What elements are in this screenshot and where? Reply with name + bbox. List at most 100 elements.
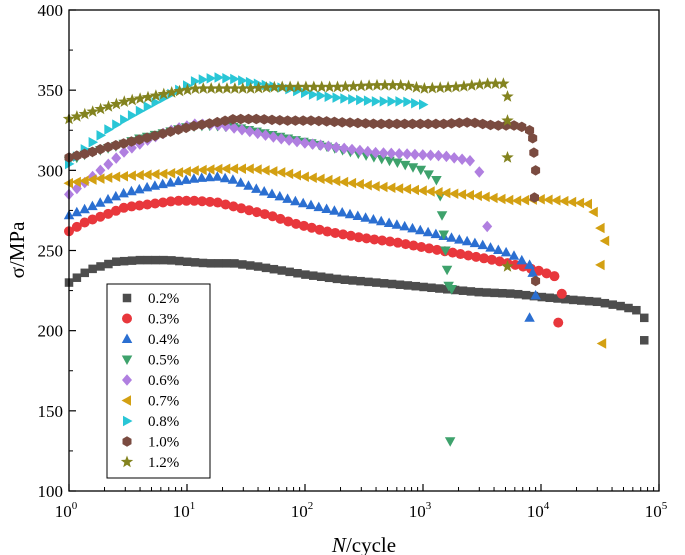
data-point bbox=[480, 191, 490, 203]
legend-label: 0.6% bbox=[148, 373, 179, 389]
data-point bbox=[519, 194, 530, 206]
data-point bbox=[337, 207, 348, 217]
data-point bbox=[111, 140, 121, 151]
y-tick-label: 200 bbox=[38, 322, 64, 341]
data-point bbox=[386, 78, 399, 91]
data-point bbox=[501, 90, 514, 102]
data-point bbox=[595, 222, 605, 234]
data-point bbox=[423, 170, 434, 180]
data-point bbox=[376, 118, 386, 130]
data-point bbox=[493, 244, 504, 254]
data-point bbox=[197, 82, 210, 94]
data-point bbox=[353, 232, 364, 243]
data-point bbox=[110, 205, 121, 216]
data-point bbox=[102, 100, 115, 112]
data-point bbox=[244, 163, 254, 174]
data-point bbox=[608, 300, 617, 309]
data-point bbox=[95, 197, 106, 207]
data-point bbox=[244, 125, 255, 138]
data-point bbox=[290, 195, 301, 206]
data-point bbox=[118, 171, 128, 182]
data-point bbox=[446, 285, 457, 295]
data-point bbox=[340, 275, 350, 284]
data-point bbox=[238, 260, 247, 269]
data-point bbox=[87, 214, 98, 225]
data-point bbox=[205, 118, 215, 129]
data-point bbox=[118, 202, 129, 213]
x-tick-label: 105 bbox=[645, 500, 668, 521]
data-point bbox=[408, 240, 419, 251]
data-point bbox=[228, 163, 239, 174]
data-point bbox=[260, 81, 273, 93]
data-point bbox=[392, 158, 403, 168]
data-point bbox=[368, 118, 378, 129]
data-point bbox=[369, 234, 380, 245]
data-point bbox=[362, 180, 372, 191]
data-point bbox=[251, 113, 261, 125]
data-point bbox=[338, 229, 349, 240]
data-point bbox=[403, 96, 413, 108]
data-point bbox=[307, 172, 317, 183]
data-point bbox=[157, 178, 168, 189]
data-point bbox=[149, 180, 161, 190]
data-point bbox=[260, 165, 270, 176]
data-point bbox=[456, 189, 467, 200]
data-point bbox=[243, 180, 254, 190]
data-point bbox=[80, 148, 90, 160]
data-point bbox=[332, 92, 342, 103]
data-point bbox=[245, 261, 255, 270]
data-point bbox=[378, 147, 389, 159]
data-point bbox=[399, 160, 411, 171]
data-point bbox=[409, 148, 420, 161]
data-point bbox=[63, 177, 73, 189]
data-point bbox=[134, 134, 144, 145]
data-point bbox=[180, 174, 192, 184]
data-point bbox=[86, 105, 99, 117]
data-point bbox=[173, 84, 186, 97]
data-point bbox=[316, 90, 327, 101]
data-point bbox=[323, 140, 334, 152]
data-point bbox=[292, 135, 302, 148]
data-point bbox=[244, 82, 257, 94]
data-point bbox=[276, 80, 289, 93]
data-point bbox=[346, 177, 357, 189]
data-point bbox=[616, 301, 625, 311]
data-point bbox=[244, 205, 255, 216]
data-point bbox=[70, 110, 84, 122]
data-point bbox=[363, 95, 374, 106]
data-point bbox=[104, 124, 114, 135]
data-point bbox=[377, 235, 388, 246]
data-point bbox=[314, 224, 325, 235]
data-point bbox=[205, 82, 218, 94]
data-point bbox=[134, 183, 145, 194]
data-point bbox=[447, 118, 456, 129]
legend-label: 1.0% bbox=[148, 435, 179, 451]
data-point bbox=[126, 170, 136, 181]
data-point bbox=[425, 186, 435, 197]
legend-marker bbox=[121, 355, 133, 365]
data-point bbox=[173, 175, 184, 186]
data-point bbox=[236, 82, 249, 94]
data-point bbox=[112, 257, 121, 266]
data-point bbox=[339, 80, 352, 92]
data-point bbox=[435, 284, 444, 293]
data-point bbox=[157, 87, 170, 100]
data-point bbox=[477, 239, 488, 250]
data-point bbox=[141, 181, 153, 192]
data-point bbox=[261, 263, 271, 273]
data-point bbox=[291, 80, 305, 93]
data-point bbox=[415, 224, 426, 235]
data-point bbox=[222, 259, 231, 268]
legend-label: 1.2% bbox=[148, 455, 179, 471]
data-point bbox=[277, 266, 287, 275]
data-point bbox=[471, 251, 482, 262]
data-point bbox=[361, 118, 371, 129]
data-point bbox=[481, 77, 494, 89]
data-point bbox=[347, 143, 357, 156]
data-point bbox=[372, 278, 381, 287]
data-point bbox=[173, 167, 184, 178]
data-point bbox=[497, 77, 510, 89]
data-point bbox=[141, 90, 155, 103]
data-point bbox=[486, 119, 496, 131]
data-point bbox=[112, 119, 122, 130]
